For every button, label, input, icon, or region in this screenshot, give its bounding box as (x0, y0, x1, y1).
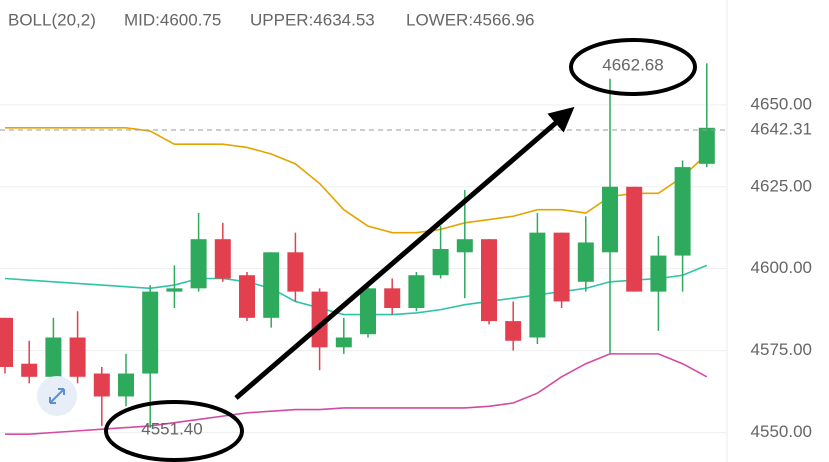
candle-body (456, 239, 473, 253)
candle-body (69, 337, 86, 377)
candle-body (93, 373, 110, 397)
candle-body (505, 321, 522, 341)
candle-body (239, 275, 255, 318)
band-line (5, 353, 708, 435)
candle-body (214, 239, 231, 279)
annotation: 4662.68 (602, 55, 663, 74)
candle-body (21, 363, 38, 377)
highlight-ellipse (104, 400, 244, 462)
candle-body (553, 232, 570, 302)
candle-body (698, 127, 715, 164)
candle-body (432, 249, 449, 276)
band-line (4, 264, 708, 316)
indicator-name: BOLL(20,2) (8, 10, 96, 29)
candle-body (650, 255, 667, 292)
candle-body (384, 288, 401, 308)
last-price-tag (730, 117, 829, 144)
legend-lower: LOWER:4566.96 (406, 10, 535, 29)
y-tick-label: 4650.00 (751, 94, 812, 113)
plot-area (0, 63, 727, 435)
annotation: 4551.40 (141, 419, 202, 438)
candle-body (287, 252, 304, 292)
candle-body (626, 186, 643, 292)
candle-body (190, 239, 207, 289)
legend-mid: MID:4600.75 (124, 10, 221, 29)
candle-body (142, 291, 159, 374)
candle-body (335, 337, 352, 348)
expand-icon[interactable] (49, 388, 65, 404)
candle-body (118, 373, 134, 397)
candle-body (408, 275, 425, 308)
candle-body (360, 288, 376, 335)
highlight-ellipse (569, 38, 697, 96)
candle-body (577, 242, 594, 282)
y-tick-label: 4575.00 (751, 340, 812, 359)
candle-body (0, 317, 13, 367)
y-tick-label: 4625.00 (751, 176, 812, 195)
legend-upper: UPPER:4634.53 (250, 10, 375, 29)
candle-body (166, 288, 183, 292)
candle-body (481, 239, 497, 322)
y-tick-label: 4600.00 (751, 258, 812, 277)
candle-body (602, 186, 618, 253)
candle-body (263, 252, 280, 318)
candle-body (45, 337, 62, 377)
candle-body (311, 291, 328, 348)
band-line (5, 126, 708, 234)
candle-body (529, 232, 546, 338)
y-tick-label: 4550.00 (751, 422, 812, 441)
last-price-label: 4642.31 (751, 120, 812, 139)
arrow (234, 106, 575, 400)
candle-body (674, 167, 691, 256)
